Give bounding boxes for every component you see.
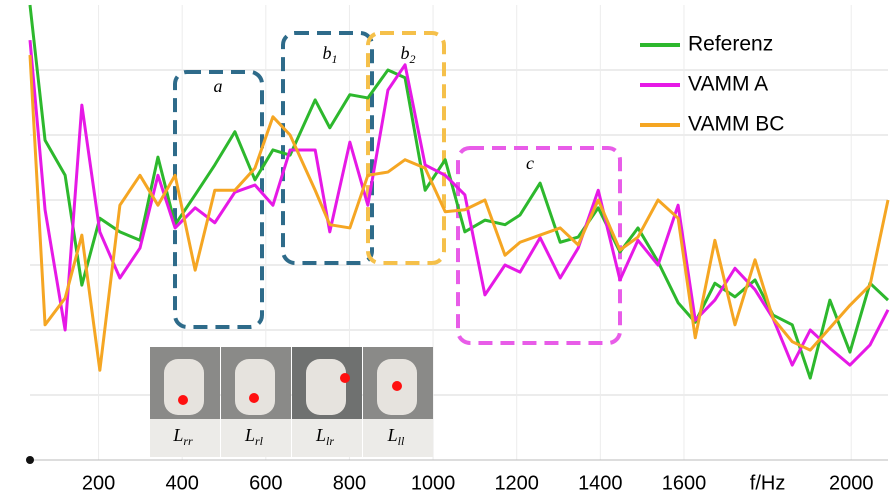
inset-caption-bg <box>150 419 220 457</box>
inset-label: Lrl <box>244 425 264 448</box>
annotation-text: a <box>214 76 223 96</box>
inset-label-main: L <box>387 425 398 445</box>
x-tick-label: 1000 <box>411 472 456 494</box>
axis-origin <box>26 456 34 464</box>
annotation-label: a <box>214 76 223 96</box>
line-series <box>28 39 890 367</box>
inset-label-sub: rr <box>183 434 193 448</box>
inset-caption-bg <box>363 419 433 457</box>
inset-label: Lll <box>387 425 405 448</box>
legend-label: VAMM BC <box>688 113 784 136</box>
inset-dot <box>392 381 402 391</box>
inset-dot <box>178 395 188 405</box>
x-tick-label: 200 <box>82 472 115 494</box>
inset-headrest <box>235 359 275 415</box>
inset-dot <box>249 393 259 403</box>
annotation-text: c <box>526 153 534 173</box>
inset-label-main: L <box>315 425 326 445</box>
inset-label: Lrr <box>172 425 193 448</box>
inset-label-main: L <box>244 425 255 445</box>
inset-label-sub: lr <box>326 434 334 448</box>
line-series <box>28 54 890 372</box>
annotation-label: b1 <box>323 43 338 66</box>
annotation-box <box>281 31 374 265</box>
inset-headrest <box>306 359 346 415</box>
inset-headrest <box>164 359 204 415</box>
annotation-label: b2 <box>401 43 416 66</box>
annotation-text: b <box>401 43 410 63</box>
x-axis-label: f/Hz <box>750 472 786 494</box>
annotation-box <box>456 146 622 345</box>
inset-label-sub: rl <box>255 434 264 448</box>
x-tick-label: 2000 <box>829 472 874 494</box>
legend-label: VAMM A <box>688 73 768 96</box>
inset-label-sub: ll <box>398 434 405 448</box>
annotation-text: b <box>323 43 332 63</box>
annotation-sub: 1 <box>332 52 338 66</box>
inset-label-main: L <box>172 425 183 445</box>
legend-label: Referenz <box>688 33 773 56</box>
annotation-label: c <box>526 153 534 173</box>
x-tick-label: 800 <box>333 472 366 494</box>
x-tick-label: 1600 <box>662 472 707 494</box>
annotation-box <box>366 31 446 265</box>
annotation-box <box>173 70 264 329</box>
inset-caption-bg <box>292 419 362 457</box>
inset-dot <box>340 373 350 383</box>
inset-caption-bg <box>221 419 291 457</box>
x-tick-label: 1400 <box>578 472 623 494</box>
x-tick-label: 400 <box>166 472 199 494</box>
annotation-sub: 2 <box>410 52 416 66</box>
x-tick-label: 1200 <box>494 472 539 494</box>
inset-label: Llr <box>315 425 334 448</box>
x-tick-label: 600 <box>249 472 282 494</box>
